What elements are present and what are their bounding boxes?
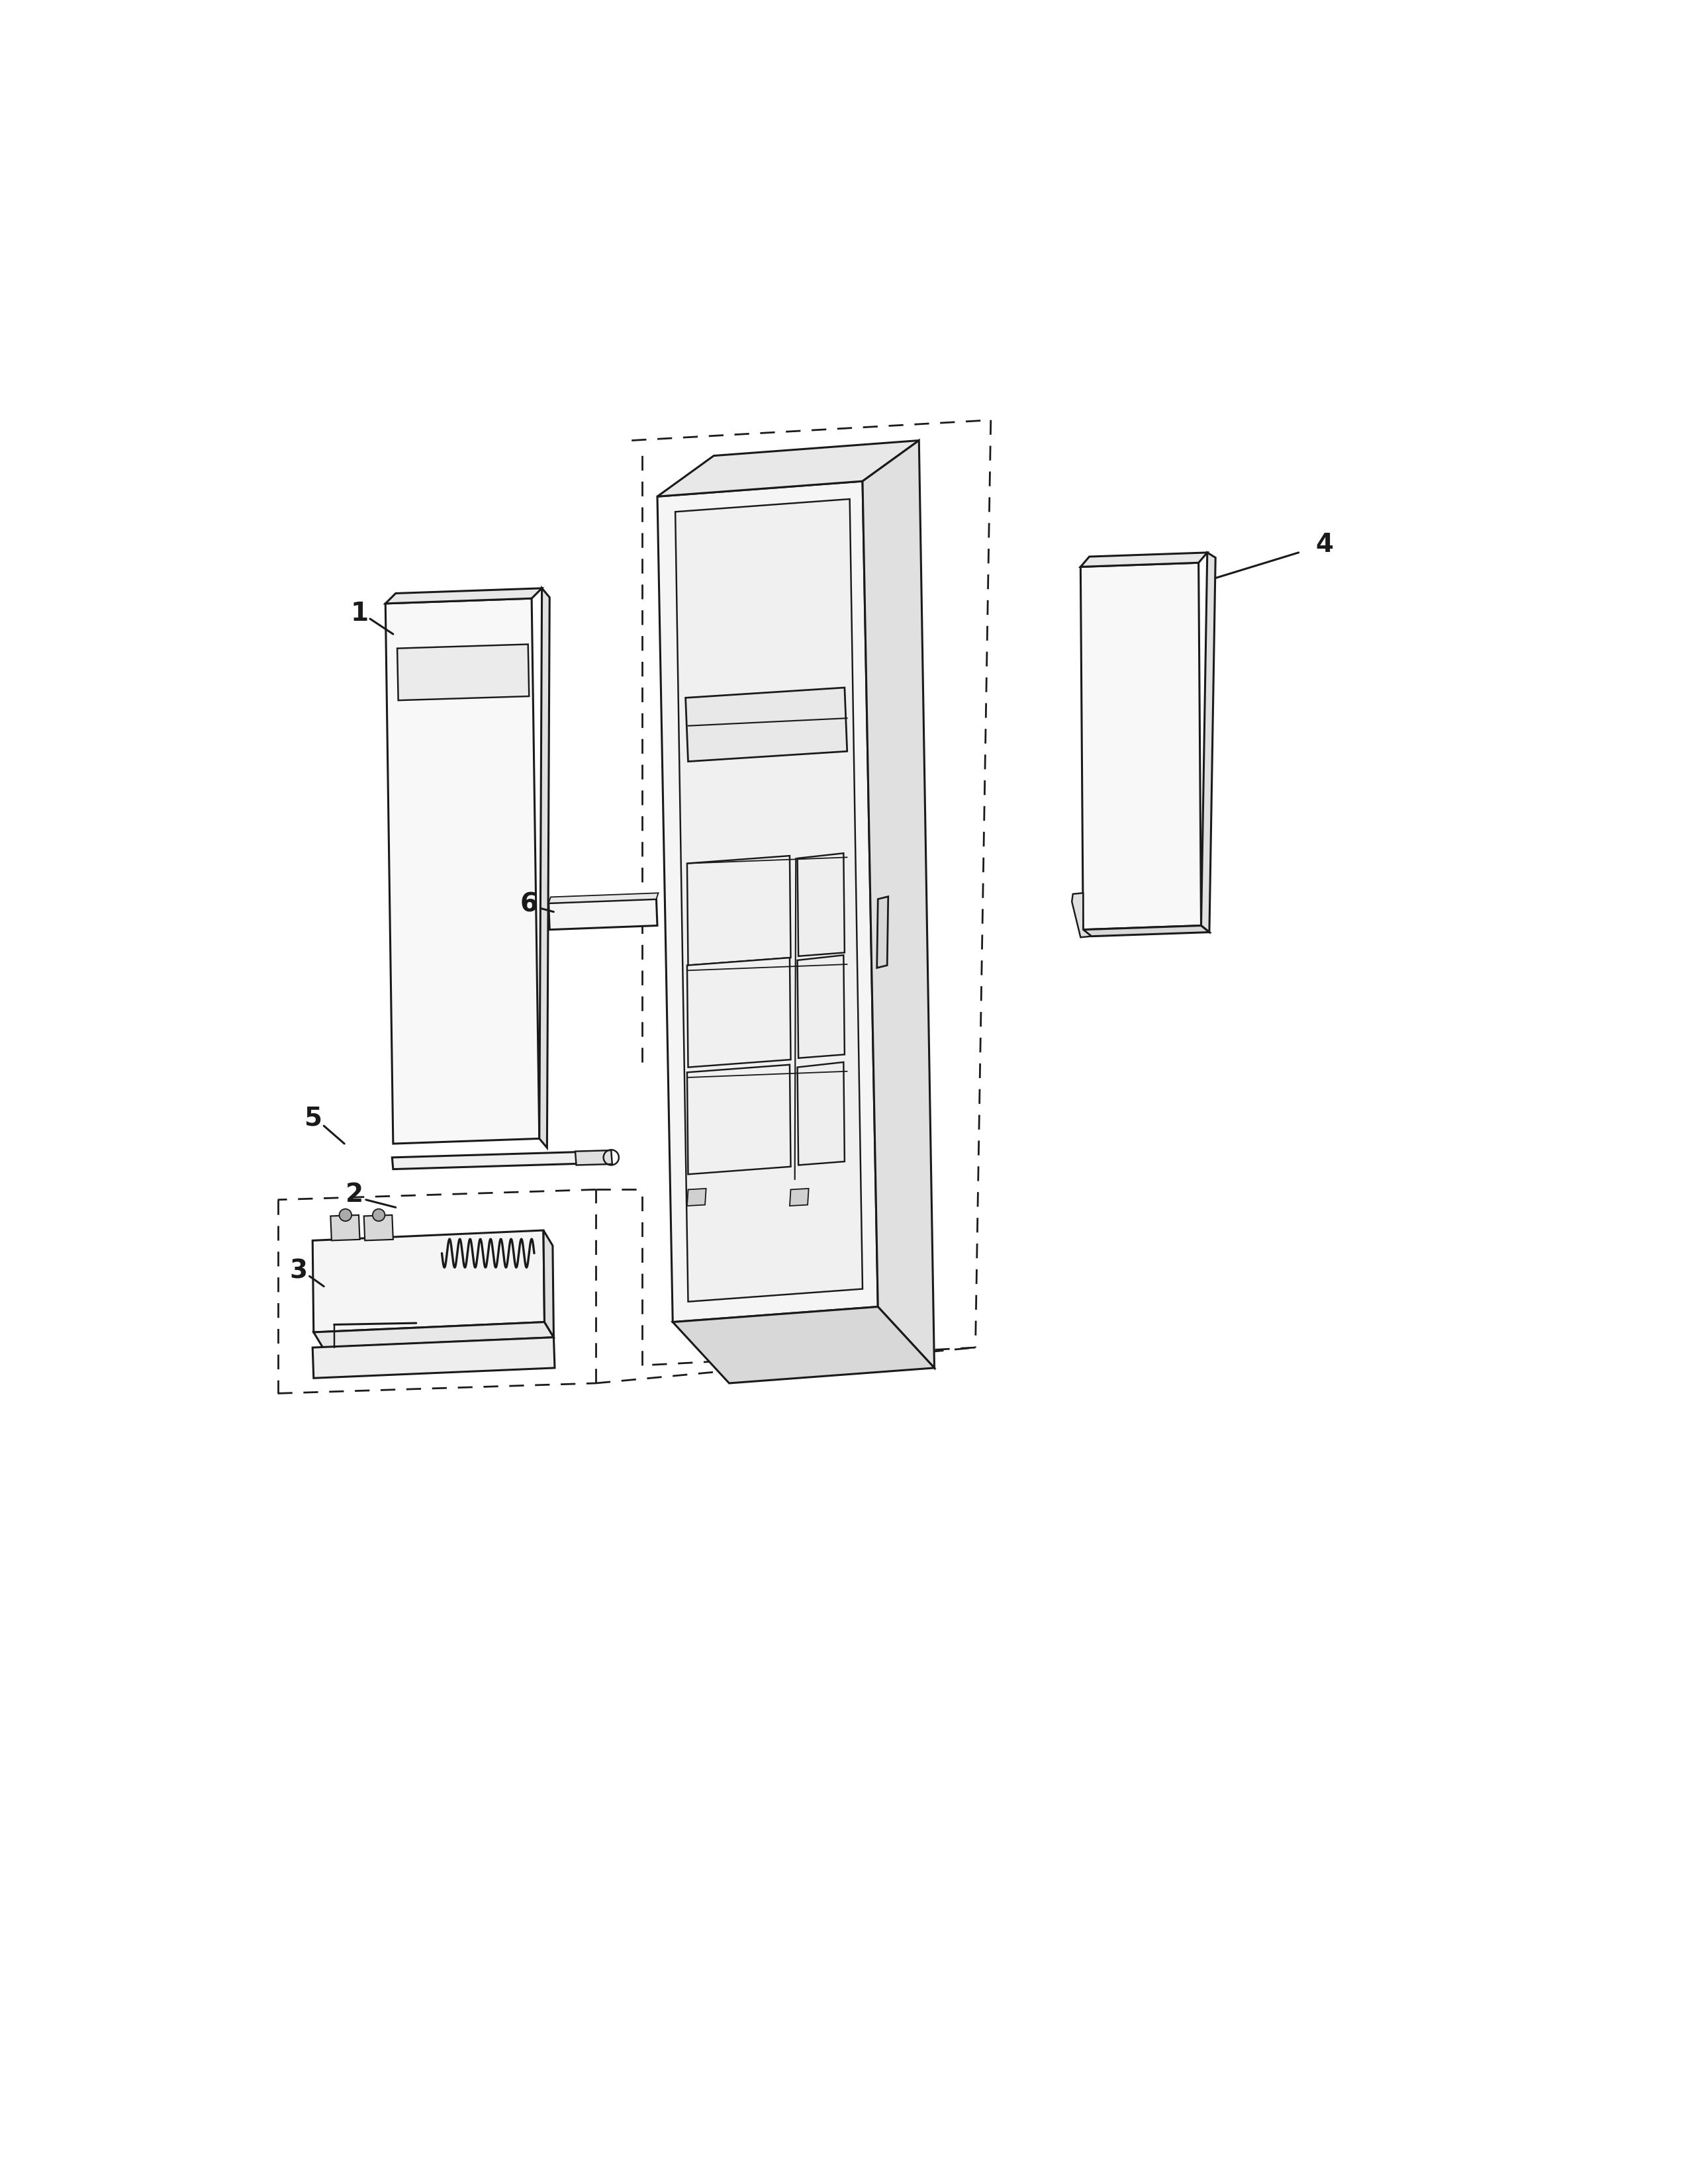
Polygon shape: [540, 587, 550, 1149]
Text: 5: 5: [304, 1105, 322, 1131]
Polygon shape: [365, 1214, 393, 1241]
Text: 3: 3: [289, 1258, 307, 1284]
Polygon shape: [687, 856, 790, 965]
Polygon shape: [674, 1306, 935, 1382]
Polygon shape: [797, 954, 844, 1057]
Polygon shape: [657, 480, 878, 1321]
Polygon shape: [385, 598, 540, 1144]
Polygon shape: [314, 1321, 554, 1348]
Text: 6: 6: [520, 891, 538, 917]
Polygon shape: [1202, 553, 1215, 933]
Polygon shape: [1084, 926, 1209, 937]
Polygon shape: [1080, 553, 1207, 568]
Polygon shape: [685, 688, 847, 762]
Polygon shape: [312, 1230, 545, 1332]
Polygon shape: [876, 895, 888, 968]
Polygon shape: [1072, 893, 1092, 937]
Polygon shape: [397, 644, 528, 701]
Polygon shape: [576, 1151, 613, 1164]
Text: 4: 4: [1315, 533, 1334, 557]
Polygon shape: [797, 854, 844, 957]
Polygon shape: [544, 1230, 554, 1337]
Text: 1: 1: [351, 601, 368, 627]
Polygon shape: [687, 1188, 706, 1206]
Polygon shape: [797, 1061, 844, 1164]
Polygon shape: [331, 1214, 360, 1241]
Polygon shape: [687, 957, 790, 1068]
Polygon shape: [675, 500, 863, 1302]
Polygon shape: [863, 441, 935, 1367]
Polygon shape: [549, 900, 657, 930]
Circle shape: [373, 1210, 385, 1221]
Polygon shape: [549, 893, 658, 904]
Polygon shape: [790, 1188, 809, 1206]
Circle shape: [339, 1210, 351, 1221]
Polygon shape: [312, 1337, 555, 1378]
Polygon shape: [1080, 563, 1202, 930]
Polygon shape: [385, 587, 542, 603]
Polygon shape: [392, 1151, 601, 1168]
Polygon shape: [657, 441, 918, 496]
Text: 2: 2: [346, 1182, 363, 1208]
Polygon shape: [687, 1066, 790, 1175]
